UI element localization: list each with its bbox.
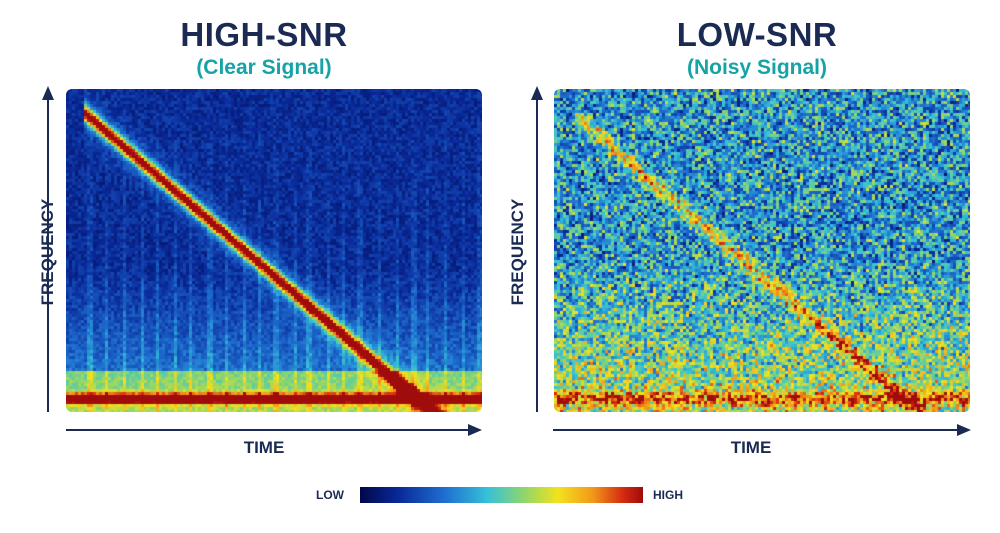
high-snr-xlabel: TIME bbox=[243, 438, 285, 457]
low-snr-axes bbox=[531, 86, 971, 436]
panel-title-high-snr: HIGH-SNR bbox=[180, 16, 348, 53]
x-axis-arrow-icon bbox=[957, 424, 971, 436]
legend-low-label: LOW bbox=[316, 488, 344, 502]
high-snr-ylabel: FREQUENCY bbox=[38, 198, 57, 306]
high-snr-spectrogram bbox=[66, 89, 482, 412]
y-axis-arrow-icon bbox=[42, 86, 54, 100]
high-snr-axes bbox=[42, 86, 482, 436]
panel-subtitle-high-snr: (Clear Signal) bbox=[196, 56, 332, 79]
x-axis-arrow-icon bbox=[468, 424, 482, 436]
colorbar bbox=[360, 487, 643, 503]
low-snr-xlabel: TIME bbox=[730, 438, 772, 457]
legend-high-label: HIGH bbox=[653, 488, 683, 502]
y-axis-arrow-icon bbox=[531, 86, 543, 100]
panel-title-low-snr: LOW-SNR bbox=[676, 16, 838, 53]
low-snr-spectrogram bbox=[554, 89, 970, 412]
low-snr-ylabel: FREQUENCY bbox=[508, 198, 527, 306]
panel-subtitle-low-snr: (Noisy Signal) bbox=[686, 56, 828, 79]
